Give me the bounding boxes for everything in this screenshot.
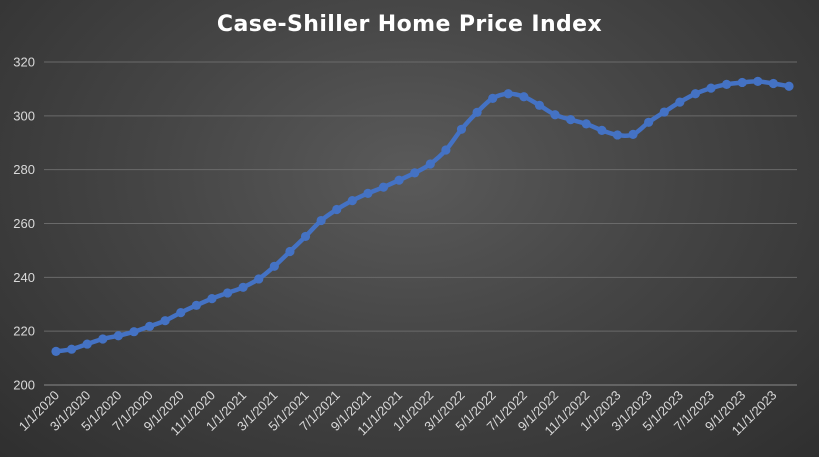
- data-point: [519, 92, 529, 102]
- data-point: [378, 182, 389, 192]
- data-point: [98, 334, 108, 344]
- data-point: [222, 288, 233, 298]
- data-point: [737, 77, 747, 88]
- data-point: [722, 79, 732, 89]
- data-point: [176, 307, 186, 318]
- data-point: [425, 159, 435, 169]
- data-point: [550, 110, 560, 120]
- data-point: [597, 125, 607, 135]
- data-point: [644, 117, 654, 127]
- data-point: [581, 119, 591, 129]
- series-line: [53, 79, 792, 354]
- data-point: [706, 83, 716, 93]
- y-tick-label: 240: [13, 270, 35, 285]
- data-point: [269, 261, 279, 271]
- data-point: [316, 215, 326, 226]
- data-point: [207, 293, 217, 304]
- data-point: [144, 321, 155, 331]
- y-tick-label: 320: [13, 55, 35, 70]
- data-point: [238, 282, 248, 292]
- data-point: [566, 115, 576, 125]
- y-tick-label: 280: [13, 162, 35, 177]
- data-point: [363, 188, 373, 198]
- data-point: [129, 327, 139, 337]
- data-point: [285, 246, 295, 257]
- data-point: [410, 168, 420, 178]
- data-point: [690, 89, 701, 99]
- data-point: [51, 346, 61, 356]
- data-point: [191, 300, 201, 310]
- y-tick-label: 220: [13, 324, 35, 339]
- y-tick-label: 200: [13, 378, 35, 393]
- data-point: [534, 100, 545, 110]
- data-point: [768, 78, 779, 89]
- data-point: [300, 231, 311, 242]
- data-point: [784, 81, 794, 91]
- data-point: [254, 274, 264, 284]
- data-point: [659, 107, 669, 117]
- y-tick-label: 260: [13, 216, 35, 231]
- data-point: [612, 130, 623, 140]
- data-point: [82, 339, 92, 349]
- data-point: [753, 76, 763, 86]
- data-point: [472, 107, 482, 117]
- data-point: [160, 316, 170, 326]
- data-point: [113, 331, 123, 341]
- data-point: [332, 204, 342, 215]
- data-point: [503, 89, 513, 99]
- data-point: [456, 124, 467, 134]
- data-point: [441, 145, 451, 155]
- chart-title: Case-Shiller Home Price Index: [216, 12, 603, 37]
- data-point: [394, 175, 404, 185]
- y-tick-label: 300: [13, 108, 35, 123]
- data-point: [488, 93, 498, 103]
- data-point: [675, 97, 685, 107]
- data-point: [347, 196, 357, 206]
- data-point: [628, 129, 638, 140]
- data-point: [66, 344, 77, 354]
